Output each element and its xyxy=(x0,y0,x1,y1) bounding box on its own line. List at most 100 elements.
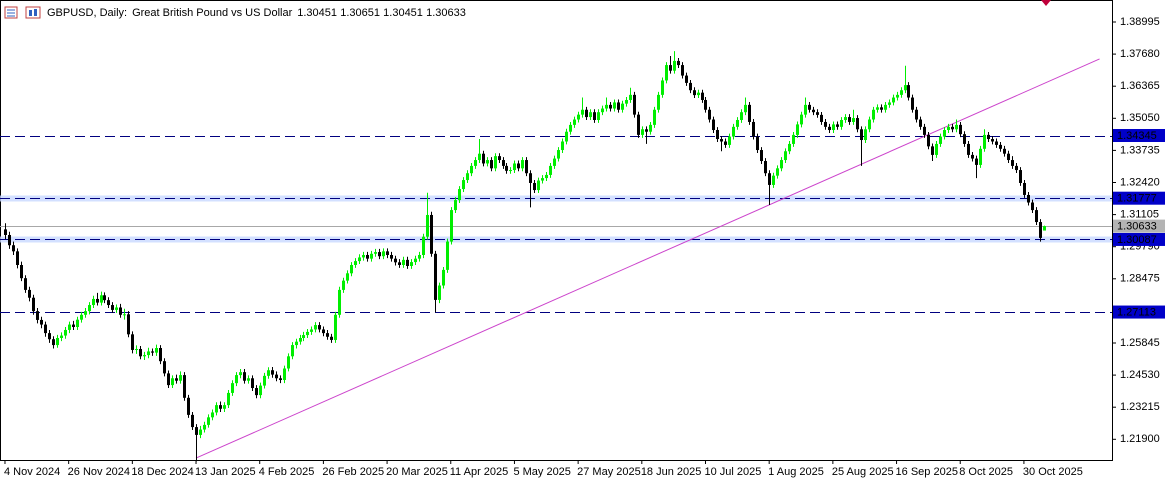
candle-body xyxy=(374,252,377,254)
candle-body xyxy=(1011,160,1014,166)
candle-body xyxy=(171,378,174,386)
candle-body xyxy=(848,117,851,122)
candle-body xyxy=(462,180,465,190)
candle-body xyxy=(235,375,238,384)
candle-body xyxy=(955,124,958,130)
candle-body xyxy=(720,139,723,142)
candle-body xyxy=(100,295,103,303)
candle-body xyxy=(884,104,887,110)
candle-body xyxy=(860,129,863,141)
candle-body xyxy=(517,163,520,169)
candle-body xyxy=(458,189,461,201)
candle-body xyxy=(20,265,23,279)
candle-body xyxy=(350,265,353,274)
candle-body xyxy=(852,118,855,122)
candle-body xyxy=(151,351,154,353)
candle-body xyxy=(4,229,7,235)
candle-body xyxy=(641,129,644,135)
candle-body xyxy=(48,333,51,340)
level-label: 1.30087 xyxy=(1117,234,1157,246)
level-box xyxy=(1113,232,1165,246)
candle-body xyxy=(247,378,250,381)
candle-body xyxy=(60,335,63,338)
icon xyxy=(25,6,41,19)
candle-body xyxy=(394,258,397,263)
candle-body xyxy=(295,341,298,346)
candle-body xyxy=(617,102,620,110)
candle-body xyxy=(708,109,711,120)
x-tick-label: 26 Nov 2024 xyxy=(68,466,130,478)
candle-body xyxy=(454,200,457,211)
candle-body xyxy=(963,134,966,144)
candle-body xyxy=(358,257,361,262)
candle-body xyxy=(923,126,926,135)
candle-body xyxy=(653,109,656,125)
candle-body xyxy=(581,109,584,115)
candle-body xyxy=(310,329,313,332)
candle-body xyxy=(609,104,612,109)
candle-body xyxy=(227,392,230,406)
candle-body xyxy=(115,307,118,310)
x-tick-label: 1 Aug 2025 xyxy=(768,466,824,478)
y-tick-label: 1.32420 xyxy=(1120,176,1160,188)
candle-body xyxy=(816,112,819,115)
candle-body xyxy=(911,97,914,110)
candle-body xyxy=(1003,148,1006,154)
x-tick-label: 13 Jan 2025 xyxy=(195,466,256,478)
candle-body xyxy=(979,148,982,165)
candle-body xyxy=(302,335,305,338)
candle-body xyxy=(868,119,871,130)
candle-body xyxy=(927,134,930,147)
header-icons xyxy=(4,6,41,19)
header-high: 1.30651 xyxy=(340,7,380,19)
x-tick-label: 26 Feb 2025 xyxy=(322,466,384,478)
chart-header: GBPUSD, Daily: Great British Pound vs US … xyxy=(47,7,466,19)
candle-body xyxy=(139,348,142,357)
candle-body xyxy=(621,103,624,110)
candle-body xyxy=(390,254,393,259)
candle-body xyxy=(856,118,859,130)
candle-body xyxy=(279,378,282,380)
chart-subtitle: Great British Pound vs US Dollar xyxy=(132,7,293,19)
y-tick-label: 1.23215 xyxy=(1120,401,1160,413)
plot-area xyxy=(0,51,1112,462)
candle-body xyxy=(748,104,751,122)
candle-body xyxy=(840,120,843,127)
candle-body xyxy=(24,278,27,290)
candle-body xyxy=(808,104,811,110)
y-tick-label: 1.21900 xyxy=(1120,433,1160,445)
candle-body xyxy=(147,351,150,356)
candle-body xyxy=(529,173,532,183)
candle-body xyxy=(601,108,604,113)
candle-body xyxy=(96,298,99,303)
candle-body xyxy=(167,373,170,386)
candle-body xyxy=(68,324,71,330)
candle-body xyxy=(685,75,688,83)
candle-body xyxy=(1007,153,1010,161)
x-tick-label: 20 Mar 2025 xyxy=(386,466,448,478)
x-tick-label: 27 May 2025 xyxy=(577,466,641,478)
header-open: 1.30451 xyxy=(297,7,337,19)
candle-body xyxy=(338,289,341,315)
candle-body xyxy=(56,337,59,346)
candle-body xyxy=(931,146,934,155)
candle-body xyxy=(844,117,847,121)
candle-body xyxy=(661,80,664,95)
x-tick-label: 4 Feb 2025 xyxy=(259,466,315,478)
candle-body xyxy=(820,114,823,122)
candle-body xyxy=(36,311,39,320)
candle-body xyxy=(354,261,357,266)
x-tick-label: 10 Jul 2025 xyxy=(704,466,761,478)
candle-body xyxy=(283,368,286,380)
candle-body xyxy=(306,331,309,336)
candle-body xyxy=(386,251,389,255)
candle-body xyxy=(728,136,731,145)
candle-body xyxy=(665,65,668,81)
candle-body xyxy=(505,165,508,171)
candle-body xyxy=(92,298,95,306)
y-tick-label: 1.24530 xyxy=(1120,369,1160,381)
level-label: 1.34345 xyxy=(1117,130,1157,142)
candle-body xyxy=(330,336,333,340)
candle-body xyxy=(155,348,158,353)
candle-body xyxy=(951,126,954,130)
